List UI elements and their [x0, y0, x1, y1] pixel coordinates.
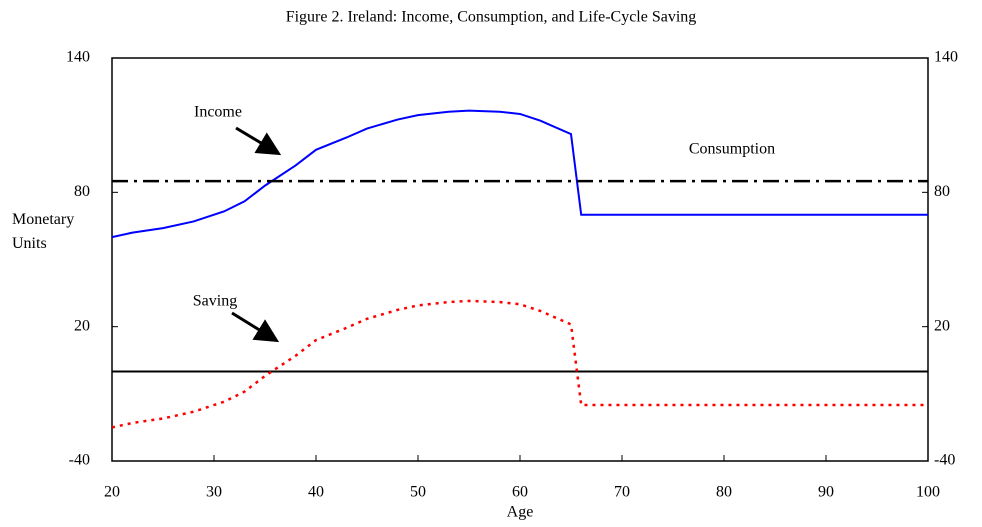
annotation: Income [194, 104, 242, 121]
x-tick-label: 100 [916, 484, 940, 501]
x-tick-label: 20 [104, 484, 120, 501]
x-tick-label: 70 [614, 484, 630, 501]
y-axis-label: Monetary Units [12, 211, 75, 252]
y-tick-label: -40 [69, 452, 90, 469]
y2-tick-label: 140 [934, 49, 958, 66]
x-tick-label: 60 [512, 484, 528, 501]
series-line [111, 109, 928, 239]
x-axis-label: Age [507, 504, 534, 521]
series-line [111, 299, 928, 429]
y2-tick-label: 80 [934, 183, 950, 200]
y-tick-label: 80 [74, 183, 90, 200]
y-tick-label: 140 [66, 49, 90, 66]
chart-title: Figure 2. Ireland: Income, Consumption, … [286, 9, 697, 26]
x-tick-label: 50 [410, 484, 426, 501]
x-tick-label: 90 [818, 484, 834, 501]
y-tick-label: 20 [74, 317, 90, 334]
y2-tick-label: -40 [934, 452, 955, 469]
arrow [235, 126, 282, 156]
arrow [231, 311, 280, 343]
annotation: Consumption [689, 141, 775, 158]
annotation: Saving [193, 293, 237, 310]
x-tick-label: 40 [308, 484, 324, 501]
x-tick-label: 30 [206, 484, 222, 501]
y2-tick-label: 20 [934, 317, 950, 334]
x-tick-label: 80 [716, 484, 732, 501]
